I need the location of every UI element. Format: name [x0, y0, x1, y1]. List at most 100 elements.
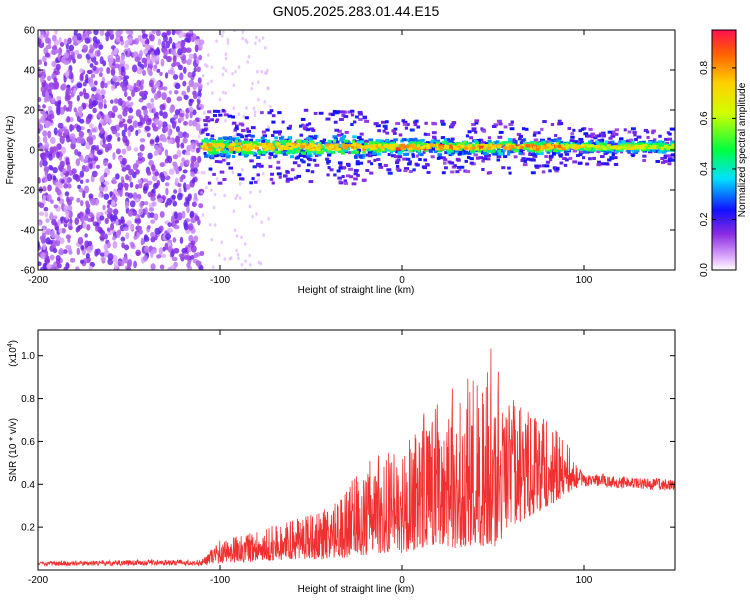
spectrogram-signal-cell — [614, 150, 619, 154]
spectrogram-signal-cell — [520, 152, 525, 156]
snr-panel: -200 -100 0 100 0.20.40.60.81.0 Height of s… — [7, 329, 676, 595]
spectrogram-signal-cell — [306, 154, 311, 158]
spectrogram-signal-cell — [585, 142, 590, 146]
spectrogram-signal-cell — [664, 147, 669, 151]
spectrogram-noise-cell — [145, 58, 151, 64]
spectrogram-noise-cell — [134, 218, 138, 224]
spectrogram-signal-cell — [546, 139, 552, 143]
spectrogram-signal-cell — [655, 159, 660, 163]
spectrogram-noise-cell — [67, 37, 72, 45]
spectrogram-signal-cell — [514, 139, 518, 143]
spectrogram-signal-cell — [249, 138, 253, 142]
spectrogram-noise-cell — [46, 194, 52, 202]
spectrogram-signal-cell — [234, 124, 239, 128]
spectrogram-noise-cell — [146, 132, 151, 138]
spectrogram-noise-cell — [52, 145, 57, 152]
spectrogram-noise-cell — [171, 215, 175, 220]
spectrogram-noise-cell — [127, 192, 134, 199]
spectrogram-noise-cell — [193, 192, 198, 200]
spectrogram-signal-cell — [289, 155, 294, 159]
spectrogram-y-tick-label: 60 — [24, 26, 36, 37]
spectrogram-sparse-cell — [224, 52, 228, 56]
snr-y-tick-label: 0.6 — [21, 437, 35, 448]
spectrogram-noise-cell — [103, 104, 107, 109]
spectrogram-sparse-cell — [213, 223, 217, 227]
spectrogram-noise-cell — [76, 247, 81, 256]
spectrogram-noise-cell — [51, 61, 57, 68]
spectrogram-signal-cell — [360, 140, 365, 144]
spectrogram-signal-cell — [433, 150, 438, 154]
spectrogram-signal-cell — [393, 155, 399, 159]
spectrogram-signal-cell — [329, 145, 334, 149]
spectrogram-signal-cell — [262, 134, 268, 138]
spectrogram-signal-cell — [352, 143, 356, 147]
spectrogram-signal-cell — [465, 151, 469, 155]
spectrogram-y-tick-label: -20 — [21, 186, 36, 197]
spectrogram-noise-cell — [194, 44, 199, 53]
spectrogram-noise-cell — [167, 139, 174, 144]
spectrogram-noise-cell — [44, 141, 50, 149]
spectrogram-signal-cell — [635, 143, 640, 147]
spectrogram-noise-cell — [167, 130, 172, 137]
spectrogram-y-label: Frequency (Hz) — [5, 116, 16, 185]
spectrogram-signal-cell — [260, 136, 265, 140]
spectrogram-signal-cell — [224, 150, 228, 154]
spectrogram-noise-cell — [106, 204, 110, 209]
spectrogram-signal-cell — [386, 141, 392, 145]
spectrogram-x-tick-label: 0 — [399, 275, 405, 286]
spectrogram-signal-cell — [204, 141, 209, 145]
spectrogram-sparse-cell — [251, 214, 254, 219]
spectrogram-noise-cell — [62, 168, 67, 174]
spectrogram-noise-cell — [154, 64, 158, 70]
spectrogram-signal-cell — [443, 138, 447, 142]
spectrogram-sparse-cell — [231, 71, 234, 76]
spectrogram-signal-cell — [566, 147, 571, 151]
spectrogram-signal-cell — [413, 123, 418, 127]
spectrogram-signal-cell — [311, 128, 316, 132]
spectrogram-signal-cell — [470, 150, 475, 154]
spectrogram-signal-cell — [588, 157, 592, 161]
spectrogram-signal-cell — [548, 158, 553, 162]
spectrogram-noise-cell — [90, 86, 97, 92]
spectrogram-signal-cell — [569, 139, 575, 143]
spectrogram-signal-cell — [487, 146, 492, 150]
spectrogram-noise-cell — [139, 200, 144, 209]
spectrogram-noise-cell — [165, 41, 171, 49]
spectrogram-noise-cell — [103, 233, 109, 240]
spectrogram-sparse-cell — [238, 181, 242, 186]
spectrogram-signal-cell — [510, 147, 515, 151]
spectrogram-noise-cell — [82, 221, 87, 230]
spectrogram-noise-cell — [174, 89, 179, 95]
spectrogram-noise-cell — [41, 225, 47, 231]
spectrogram-signal-cell — [276, 160, 281, 164]
spectrogram-signal-cell — [498, 130, 504, 134]
spectrogram-signal-cell — [355, 162, 360, 166]
spectrogram-noise-cell — [45, 218, 50, 223]
spectrogram-noise-cell — [113, 98, 119, 104]
spectrogram-noise-cell — [56, 48, 61, 54]
spectrogram-signal-cell — [426, 143, 432, 147]
spectrogram-noise-cell — [182, 169, 188, 174]
spectrogram-noise-cell — [133, 147, 139, 152]
spectrogram-signal-cell — [621, 145, 625, 149]
spectrogram-signal-cell — [533, 131, 537, 135]
spectrogram-noise-cell — [173, 247, 180, 254]
spectrogram-signal-cell — [450, 142, 455, 146]
spectrogram-noise-cell — [164, 182, 170, 187]
spectrogram-noise-cell — [187, 247, 192, 253]
spectrogram-signal-cell — [211, 140, 217, 144]
spectrogram-noise-cell — [143, 255, 148, 262]
spectrogram-noise-cell — [51, 244, 57, 250]
spectrogram-noise-cell — [89, 47, 94, 54]
spectrogram-signal-cell — [368, 141, 372, 145]
spectrogram-signal-cell — [423, 132, 427, 136]
spectrogram-signal-cell — [367, 160, 371, 164]
spectrogram-signal-cell — [333, 173, 337, 177]
spectrogram-signal-cell — [292, 161, 298, 165]
spectrogram-noise-cell — [88, 162, 93, 170]
spectrogram-signal-cell — [441, 156, 446, 160]
spectrogram-signal-cell — [325, 143, 331, 147]
spectrogram-signal-cell — [340, 151, 345, 155]
spectrogram-signal-cell — [296, 155, 301, 159]
spectrogram-signal-cell — [283, 141, 289, 145]
